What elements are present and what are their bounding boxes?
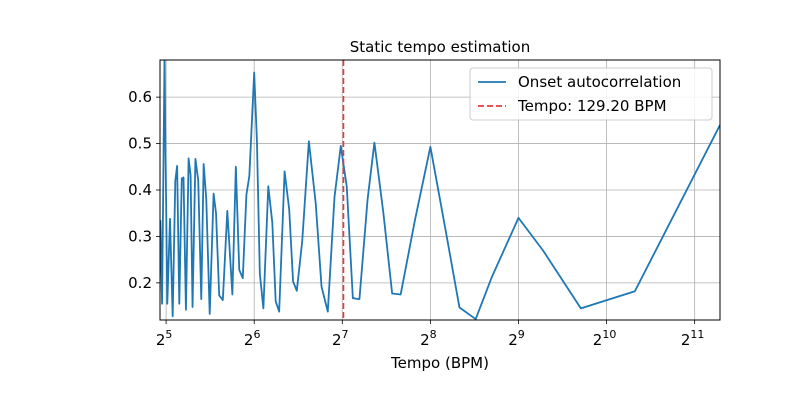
- x-axis-label: Tempo (BPM): [390, 354, 489, 372]
- y-tick-label: 0.4: [128, 181, 152, 199]
- x-tick-base: 2: [508, 331, 518, 349]
- y-tick-label: 0.6: [128, 88, 152, 106]
- x-tick-exponent: 5: [165, 328, 172, 341]
- x-tick-base: 2: [593, 331, 603, 349]
- x-tick-label: 27: [332, 328, 349, 349]
- y-tick-label: 0.3: [128, 227, 152, 245]
- x-tick-base: 2: [420, 331, 430, 349]
- x-tick-exponent: 8: [430, 328, 437, 341]
- x-tick-base: 2: [681, 331, 691, 349]
- legend-box: [469, 67, 713, 121]
- series-group: [160, 60, 720, 320]
- series-line-onset-autocorrelation: [160, 60, 720, 320]
- x-tick-label: 211: [681, 328, 705, 349]
- x-tick-label: 28: [420, 328, 437, 349]
- x-tick-exponent: 11: [690, 328, 704, 341]
- x-tick-base: 2: [244, 331, 254, 349]
- x-tick-label: 26: [244, 328, 261, 349]
- x-tick-exponent: 6: [253, 328, 260, 341]
- chart-title: Static tempo estimation: [350, 38, 530, 56]
- x-tick-label: 29: [508, 328, 525, 349]
- legend-label: Onset autocorrelation: [518, 73, 681, 91]
- legend: Onset autocorrelation Tempo: 129.20 BPM: [469, 67, 713, 121]
- x-tick-label: 25: [156, 328, 173, 349]
- y-tick-label: 0.5: [128, 135, 152, 153]
- x-tick-base: 2: [332, 331, 342, 349]
- x-tick-exponent: 7: [342, 328, 349, 341]
- x-tick-label: 210: [593, 328, 617, 349]
- x-tick-exponent: 10: [602, 328, 616, 341]
- y-tick-label: 0.2: [128, 274, 152, 292]
- x-tick-base: 2: [156, 331, 166, 349]
- legend-label: Tempo: 129.20 BPM: [517, 97, 667, 115]
- plot-area: [160, 60, 720, 320]
- x-tick-exponent: 9: [518, 328, 525, 341]
